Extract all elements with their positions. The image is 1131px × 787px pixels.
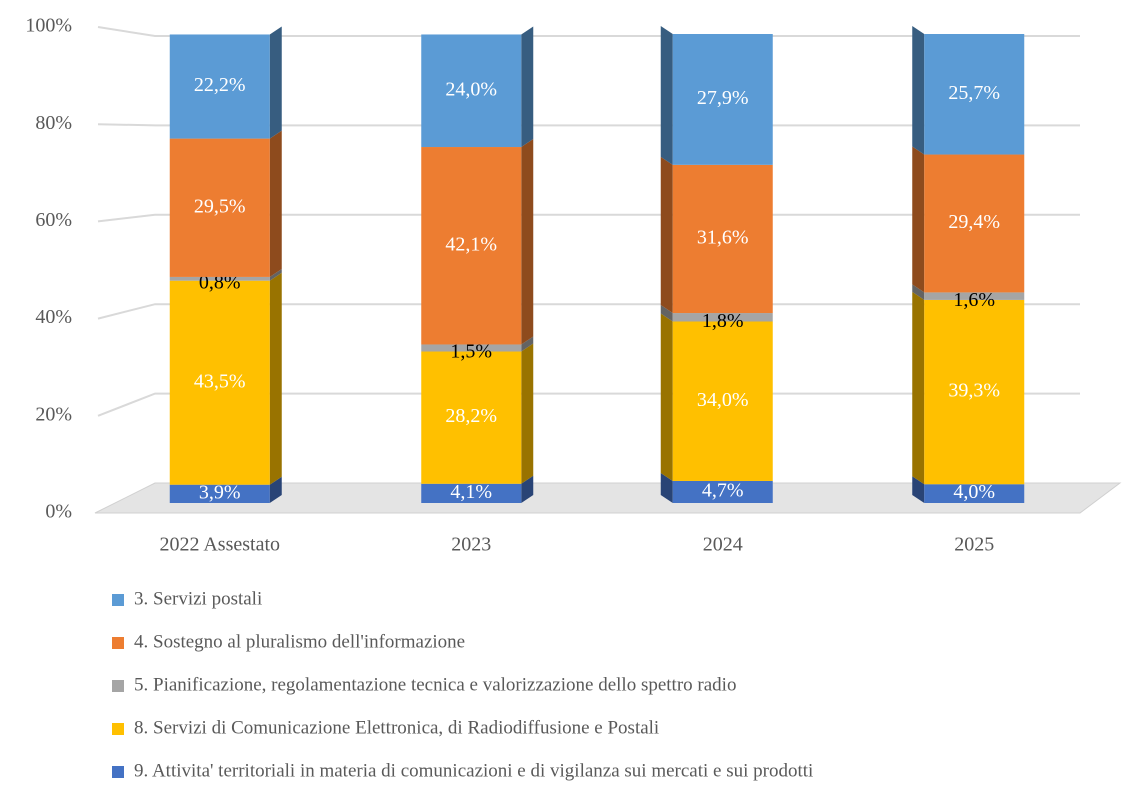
bar-segment (672, 164, 773, 314)
bar-side (269, 272, 282, 485)
x-tick-label: 2023 (451, 534, 491, 556)
data-label: 4,1% (450, 481, 492, 503)
y-tick-label: 20% (35, 403, 72, 425)
data-label: 1,5% (450, 341, 492, 363)
bar-segment (169, 34, 270, 139)
data-label: 25,7% (948, 82, 1000, 104)
legend-swatch (112, 723, 124, 735)
bar-side (269, 268, 282, 281)
bar-side (912, 284, 925, 300)
bar-side (912, 26, 925, 155)
bar-side (521, 139, 534, 345)
bar-side (912, 291, 925, 485)
bar-side (660, 313, 673, 481)
bar-segment (421, 344, 522, 352)
bar-side (521, 336, 534, 352)
bar-segment (169, 276, 270, 281)
x-tick-label: 2025 (954, 534, 994, 556)
bar-side (269, 26, 282, 139)
legend-swatch (112, 594, 124, 606)
legend-label: 9. Attivita' territoriali in materia di … (134, 760, 813, 781)
data-label: 34,0% (697, 389, 749, 411)
bar-side (912, 146, 925, 293)
data-label: 27,9% (697, 87, 749, 109)
bar-segment (924, 484, 1025, 503)
data-label: 24,0% (445, 78, 497, 100)
bar-side (521, 475, 534, 503)
bar-segment (421, 351, 522, 484)
data-label: 4,7% (702, 480, 744, 502)
bar-side (660, 26, 673, 165)
legend-swatch (112, 637, 124, 649)
data-label: 29,5% (194, 195, 246, 217)
data-label: 22,2% (194, 74, 246, 96)
data-label: 39,3% (948, 380, 1000, 402)
floor (94, 482, 1122, 514)
x-tick-label: 2024 (703, 534, 743, 556)
bar-segment (924, 154, 1025, 293)
legend-swatch (112, 680, 124, 692)
data-label: 31,6% (697, 227, 749, 249)
bar-segment (421, 147, 522, 345)
bar-side (660, 305, 673, 322)
bar-side (521, 343, 534, 484)
y-tick-label: 0% (45, 501, 72, 523)
legend-label: 3. Servizi postali (134, 588, 262, 609)
data-label: 1,8% (702, 310, 744, 332)
y-tick-label: 100% (25, 15, 72, 37)
bar-segment (421, 34, 522, 148)
bar-segment (672, 321, 773, 481)
bar-side (269, 476, 282, 503)
bar-segment (924, 292, 1025, 300)
bar-side (660, 156, 673, 314)
legend-swatch (112, 766, 124, 778)
data-label: 43,5% (194, 370, 246, 392)
bar-side (660, 472, 673, 503)
legend-label: 8. Servizi di Comunicazione Elettronica,… (134, 717, 659, 738)
data-label: 3,9% (199, 481, 241, 503)
bar-segment (421, 483, 522, 503)
data-label: 29,4% (948, 211, 1000, 233)
data-label: 4,0% (953, 481, 995, 503)
legend-label: 5. Pianificazione, regolamentazione tecn… (134, 674, 736, 695)
bar-segment (169, 138, 270, 277)
bar-segment (169, 484, 270, 503)
bar-segment (672, 480, 773, 503)
bar-side (269, 130, 282, 277)
bar-segment (672, 313, 773, 322)
x-tick-label: 2022 Assestato (159, 534, 280, 556)
y-tick-label: 80% (35, 112, 72, 134)
bar-segment (924, 34, 1025, 155)
bar-side (521, 26, 534, 148)
y-tick-label: 60% (35, 209, 72, 231)
y-tick-label: 40% (35, 306, 72, 328)
bar-segment (169, 280, 270, 485)
data-label: 1,6% (953, 289, 995, 311)
data-label: 28,2% (445, 405, 497, 427)
bar-segment (672, 34, 773, 165)
legend-label: 4. Sostegno al pluralismo dell'informazi… (134, 631, 465, 652)
bar-side (912, 476, 925, 503)
bar-segment (924, 299, 1025, 485)
data-label: 42,1% (445, 233, 497, 255)
